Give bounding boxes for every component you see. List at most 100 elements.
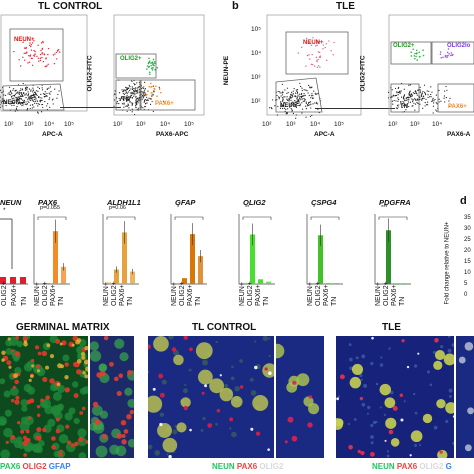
axis-tick: 10³: [251, 74, 261, 81]
sig-marker: *: [3, 207, 6, 214]
micrograph-tl-control-zoom: [276, 336, 324, 458]
gate-connector: [60, 107, 120, 108]
x-axis-label: APC-A: [314, 131, 335, 138]
category-label: TN: [58, 296, 65, 306]
category-label: OLIG2+: [383, 281, 390, 306]
category-label: NEUN+: [103, 282, 110, 306]
panel-d-ticks: 35 30 25 20 15 10 5 0: [464, 215, 471, 298]
gene-title: CSPG4: [311, 198, 337, 207]
gate-neun-neg-label: NEUN–: [280, 103, 301, 109]
micrograph-tl-control: [148, 336, 274, 458]
bar-OLIG2+: [386, 230, 391, 284]
bar-PAX6+: [394, 283, 399, 285]
axis-label-olig2: OLIG2-FITC: [86, 55, 94, 92]
gene-title: GFAP: [175, 198, 196, 207]
tl-control-title: TL CONTROL: [192, 322, 257, 333]
gate-pax6-label: PAX6+: [448, 104, 467, 110]
category-label: NEUN+: [375, 282, 382, 306]
category-label: OLIG2+: [179, 281, 186, 306]
category-label: PAX6+: [50, 284, 57, 306]
x-axis-label: PAX6-APC: [156, 131, 189, 138]
panel-b-title: TLE: [336, 1, 355, 12]
significance-label: p=0.06: [109, 205, 126, 211]
category-label: TN: [263, 296, 270, 306]
axis-tick: 10²: [251, 98, 261, 105]
category-label: TN: [331, 296, 338, 306]
legend-germinal: PAX6 OLIG2 GFAP: [0, 462, 71, 471]
bar-OLIG2+: [182, 278, 187, 284]
axis-tick: 10³: [410, 121, 420, 128]
axis-label-olig2-b: OLIG2-FITC: [359, 55, 367, 92]
micrograph-germinal-matrix-zoom: [90, 336, 134, 458]
axis-tick: 10⁴: [310, 121, 321, 128]
category-label: PAX6+: [391, 284, 398, 306]
micrograph-tle: [336, 336, 454, 458]
axis-tick: 10²: [388, 121, 398, 128]
bar-TN: [266, 281, 271, 284]
gate-neun-pos-label: NEUN+: [303, 40, 324, 46]
tle-title: TLE: [382, 322, 401, 333]
gate-tn-label: TN: [400, 104, 408, 110]
gate-tn-label: TN: [122, 97, 130, 103]
gene-title: PAX6: [38, 198, 58, 207]
bar-NEUN+: [37, 283, 42, 285]
legend-tl-control: NEUN PAX6 OLIG2: [212, 462, 283, 471]
panel-d-letter: d: [460, 195, 467, 207]
legend-item: G: [443, 462, 452, 471]
panel-d-ylabel: Fold change relative to NEUN+: [444, 221, 451, 305]
axis-tick: 10⁵: [64, 121, 74, 128]
flow-plot-a-neun: [0, 14, 88, 114]
bar-chart-aldh1l1: [102, 214, 139, 285]
axis-label-neun: NEUN-PE: [223, 55, 231, 86]
flow-plot-b-neun: [266, 14, 362, 119]
bar-PAX6+: [326, 283, 331, 285]
category-label: PAX6+: [11, 284, 18, 306]
axis-tick: 10³: [24, 121, 34, 128]
flow-plot-b-olig2: [388, 14, 474, 116]
gate-olig2lo-label: OLIG2lo: [447, 43, 471, 49]
gate-neun-pos-label: NEUN+: [14, 37, 35, 43]
bar-NEUN+: [242, 282, 247, 284]
category-label: OLIG2+: [315, 281, 322, 306]
bar-chart-pax6: [33, 214, 70, 285]
gate-olig2-label: OLIG2+: [393, 43, 415, 49]
bar-PAX6+: [122, 232, 127, 284]
category-label: OLIG2+: [247, 281, 254, 306]
micrograph-germinal-matrix: [0, 336, 88, 458]
flow-plot-a-olig2: [113, 14, 205, 116]
bar-PAX6+: [258, 279, 263, 284]
bar-OLIG2+: [250, 234, 255, 284]
category-label: PAX6+: [187, 284, 194, 306]
gene-title: ALDH1L1: [107, 198, 141, 207]
category-label: OLIG2+: [42, 281, 49, 306]
axis-tick: 10⁴: [160, 121, 171, 128]
legend-item: NEUN: [372, 462, 395, 471]
bar-chart-pdgfra: [374, 214, 411, 285]
category-label: TN: [127, 296, 134, 306]
category-label: PAX6+: [323, 284, 330, 306]
bar-TN: [198, 256, 203, 284]
category-label: NEUN+: [34, 282, 41, 306]
category-label: TN: [399, 296, 406, 306]
axis-tick: 10³: [136, 121, 146, 128]
bar-TN: [334, 283, 339, 285]
legend-item: OLIG2: [417, 462, 444, 471]
bar-TN: [61, 266, 66, 284]
category-label: TN: [21, 296, 28, 306]
bar-OLIG2+: [318, 235, 323, 284]
bar-OLIG2+: [114, 269, 119, 284]
axis-tick: 10⁴: [44, 121, 55, 128]
category-label: NEUN+: [307, 282, 314, 306]
x-axis-label: APC-A: [42, 131, 63, 138]
bar-chart-neun-partial: [0, 218, 28, 285]
legend-item: NEUN: [212, 462, 235, 471]
bar-TN: [130, 271, 135, 284]
bar-NEUN+: [310, 283, 315, 285]
axis-tick: 10⁵: [184, 121, 194, 128]
bar-chart-gfap: [170, 214, 207, 285]
bar-NEUN+: [378, 283, 383, 285]
bar-OLIG2+: [45, 282, 50, 284]
axis-tick: 10⁵: [334, 121, 344, 128]
panel-b-letter: b: [232, 0, 239, 12]
panel-a-title: TL CONTROL: [38, 1, 103, 12]
